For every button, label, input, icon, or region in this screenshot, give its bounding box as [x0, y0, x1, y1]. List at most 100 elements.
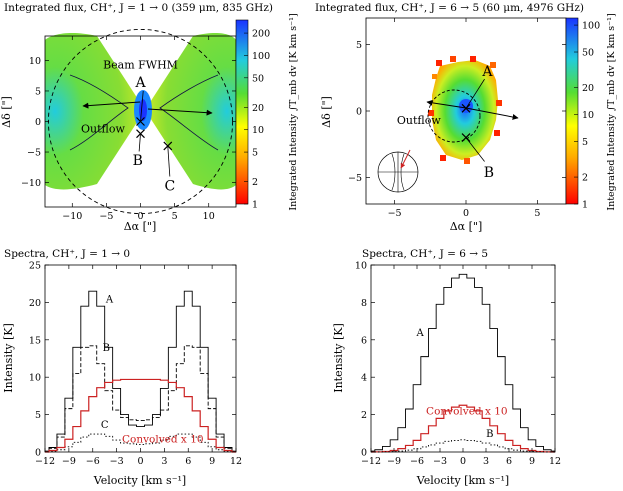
spec1-ylabel: Intensity [K]	[2, 323, 15, 393]
spec1-series-a	[45, 290, 236, 452]
map1-ytick-label: −10	[21, 178, 41, 189]
spec2-ytick-label: 2	[361, 410, 367, 421]
map2-xtick-label: 0	[463, 208, 469, 219]
spec2-curve-label: B	[486, 429, 493, 440]
spec2-xtick-label: 12	[549, 456, 561, 467]
map1-colorbar-tick-label: 1	[252, 200, 258, 211]
map1-ytick-label: 0	[35, 117, 41, 128]
spec2-ylabel: Intensity [K]	[332, 323, 345, 393]
spec1-curve-label: B	[103, 343, 110, 354]
spec2-xtick-label: −9	[387, 456, 401, 467]
map2-inset-curve	[400, 153, 405, 191]
spec2-curve-labels: A Convolved x 10 B	[415, 328, 507, 440]
map1-colorbar-tick-label: 2	[252, 177, 258, 188]
spec1-ytick-label: 25	[29, 261, 41, 272]
map1-leader-B	[138, 133, 141, 152]
map1-annotation: A	[134, 75, 146, 91]
map1-colorbar-tick-label: 100	[252, 51, 270, 62]
map2-annotation: B	[484, 165, 494, 181]
spec2-xtick-label: 6	[506, 456, 512, 467]
spec1-series-group	[45, 290, 236, 453]
map2-colorbar-label: Integrated Intensity ∫T_mb dv [K km s⁻¹]	[606, 13, 617, 210]
spec1-title: Spectra, CH⁺, J = 1 → 0	[4, 248, 130, 260]
map2-edge-pixel	[470, 56, 476, 62]
spec2-xlabel: Velocity [km s⁻¹]	[416, 474, 509, 487]
spec2-series-group	[371, 273, 555, 453]
spec2-xtick-label: −6	[410, 456, 424, 467]
spec1-xtick-label: 12	[230, 456, 242, 467]
map1-leader-C	[167, 145, 171, 177]
map2-xlabel: Δα ["]	[450, 220, 483, 233]
map2-colorbar-tick-label: 50	[582, 48, 594, 59]
spec2-frame	[370, 264, 556, 453]
map1-x-axis: −10 −5 0 5 10	[62, 36, 215, 222]
spec1-ytick-label: 5	[35, 410, 41, 421]
map1-leader-A	[140, 90, 144, 122]
map2-inset-red-arrow	[400, 149, 411, 169]
map1-colorbar-ticks: 1 2 5 10 20 50 100 200	[244, 29, 270, 211]
map2-inset-curve	[391, 153, 396, 191]
spec2-ytick-label: 6	[361, 335, 367, 346]
spec1-series-convolved-x-10	[45, 378, 236, 453]
map1-ytick-label: 5	[35, 86, 41, 97]
map2-colorbar-tick-label: 20	[582, 83, 594, 94]
map2-colorbar-tick-label: 2	[582, 173, 588, 184]
map2-ytick-label: −5	[348, 173, 362, 184]
spec2-panel: Spectra, CH⁺, J = 6 → 5 A Convolved x 10 B…	[332, 248, 561, 487]
spec2-y-axis: 0 2 4 6 8 10	[355, 261, 555, 459]
map2-edge-pixel	[450, 56, 456, 62]
spec2-title: Spectra, CH⁺, J = 6 → 5	[362, 248, 488, 260]
map1-colorbar-tick-label: 10	[252, 125, 264, 136]
map2-outflow-arrow-right	[465, 107, 519, 120]
spec2-xtick-label: 9	[529, 456, 535, 467]
spec1-ytick-label: 10	[29, 373, 41, 384]
spec1-curve-label: C	[101, 420, 109, 431]
map2-y-axis: −5 0 5	[348, 40, 566, 184]
spec1-xlabel: Velocity [km s⁻¹]	[93, 474, 186, 487]
map2-edge-pixel	[494, 130, 500, 136]
spec1-ytick-label: 0	[35, 448, 41, 459]
spec1-xtick-label: −9	[62, 456, 76, 467]
map2-edge-pixel	[432, 74, 437, 79]
map1-ylabel: Δδ ["]	[0, 96, 13, 128]
map1-xtick-label: 0	[137, 211, 143, 222]
map1-outflow-arrow-left	[82, 101, 141, 109]
map2-edge-pixel	[464, 158, 470, 164]
map2-annotation: A	[481, 64, 493, 80]
map2-ylabel: Δδ ["]	[320, 96, 333, 128]
spec1-ytick-label: 15	[29, 335, 41, 346]
spec2-ytick-label: 8	[361, 298, 367, 309]
map1-core-peak	[139, 99, 147, 121]
spec1-xtick-label: −6	[86, 456, 100, 467]
map1-left-lobe	[45, 33, 145, 190]
spec1-curve-labels: A B C Convolved x 10	[101, 294, 204, 445]
map1-colorbar-label: Integrated Intensity ∫T_mb dv [K km s⁻¹]	[288, 13, 299, 210]
spec1-y-axis: 0 5 10 15 20 25	[29, 261, 236, 459]
map2-edge-pixel	[428, 110, 434, 116]
map1-ytick-label: −5	[27, 148, 41, 159]
spec2-x-axis: −12 −9 −6 −3 0 3 6 9 12	[361, 265, 561, 467]
spec1-xtick-label: −12	[35, 456, 55, 467]
map2-leader-B	[465, 137, 485, 162]
spec2-xtick-label: 0	[460, 456, 466, 467]
map1-y-axis: −10 −5 0 5 10	[21, 56, 236, 189]
map1-colorbar-tick-label: 20	[252, 103, 264, 114]
map2-ytick-label: 5	[356, 40, 362, 51]
map2-outflow-arrow-left	[426, 99, 467, 109]
spec1-x-axis: −12 −9 −6 −3 0 3 6 9 12	[35, 265, 242, 467]
map1-colorbar	[235, 19, 249, 205]
map2-annotations: A B Outflow	[397, 64, 494, 181]
map1-title: Integrated flux, CH⁺, J = 1 → 0 (359 μm,…	[4, 2, 273, 14]
map2-x-axis: −5 0 5	[388, 18, 540, 219]
spec1-xtick-label: 0	[137, 456, 143, 467]
spec2-curve-label: A	[415, 328, 424, 339]
map2-point-B-marker	[461, 133, 471, 142]
spec1-xtick-label: −3	[110, 456, 124, 467]
map2-markers	[461, 103, 471, 142]
spec1-panel: Spectra, CH⁺, J = 1 → 0 A B C Convolved x 1…	[2, 248, 242, 487]
spec2-ytick-label: 4	[361, 373, 367, 384]
map1-colorbar-tick-label: 200	[252, 29, 270, 40]
map2-leader-A	[465, 78, 485, 109]
map1-xtick-label: 5	[172, 211, 178, 222]
map2-colorbar-tick-label: 100	[582, 21, 600, 32]
